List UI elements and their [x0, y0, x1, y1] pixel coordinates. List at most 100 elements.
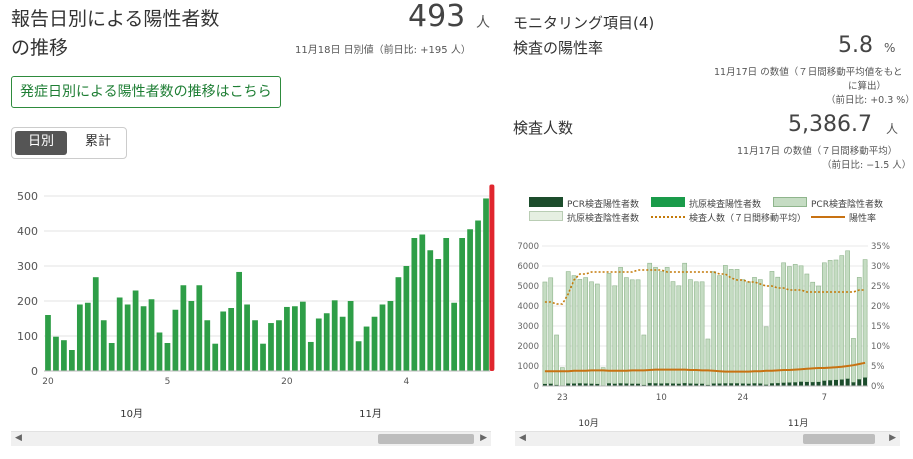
- scroll-right-arrow-icon[interactable]: ▶: [889, 433, 896, 443]
- left-scroll-thumb[interactable]: [378, 434, 474, 444]
- legend-rate-line[interactable]: [811, 216, 845, 218]
- pcr-negative-bar: [612, 285, 618, 385]
- pcr-positive-bar: [804, 382, 809, 386]
- pcr-negative-bar: [699, 281, 705, 385]
- tests-value: 5,386.7: [788, 112, 872, 137]
- bar: [459, 238, 465, 371]
- pcr-positive-bar: [781, 382, 786, 386]
- bar: [116, 297, 123, 371]
- pcr-positive-bar: [624, 383, 629, 386]
- bar: [180, 285, 187, 371]
- y-tick-label: 300: [17, 260, 38, 273]
- x-tick-label: 20: [42, 377, 54, 387]
- bar: [483, 198, 489, 371]
- pcr-negative-bar: [822, 262, 827, 382]
- pcr-positive-bar: [851, 382, 856, 386]
- y-right-tick-label: 0%: [871, 382, 885, 392]
- pcr-negative-bar: [717, 275, 722, 384]
- pcr-negative-bar: [548, 277, 554, 385]
- pcr-positive-bar: [566, 383, 571, 386]
- bar: [100, 320, 107, 371]
- legend-pcr-negative-swatch[interactable]: [773, 197, 807, 207]
- pcr-negative-bar: [571, 275, 577, 384]
- positivity-rate-line: [544, 361, 866, 373]
- bar: [61, 340, 67, 371]
- tests-unit: 人: [886, 122, 899, 136]
- month-label: 11月: [359, 408, 382, 420]
- bar: [204, 320, 211, 371]
- pcr-negative-bar: [641, 334, 647, 386]
- pcr-positive-bar: [589, 383, 594, 386]
- pcr-positive-bar: [799, 381, 804, 386]
- tests-average-line: [544, 269, 866, 305]
- pcr-negative-bar: [653, 267, 658, 384]
- pcr-positive-bar: [833, 380, 839, 386]
- pcr-negative-bar: [629, 279, 635, 385]
- y-left-tick-label: 2000: [517, 342, 539, 352]
- legend-pcr-positive-swatch[interactable]: [529, 197, 563, 207]
- pcr-negative-bar: [577, 279, 583, 384]
- y-left-tick-label: 5000: [517, 282, 539, 292]
- legend-tests-line[interactable]: [651, 216, 685, 218]
- pcr-negative-bar: [554, 334, 559, 386]
- pcr-positive-bar: [548, 383, 553, 386]
- x-tick-label: 24: [737, 393, 748, 403]
- legend-positivity-rate[interactable]: 陽性率: [849, 214, 877, 224]
- pcr-negative-bar: [769, 271, 775, 384]
- y-right-tick-label: 5%: [871, 362, 885, 372]
- scroll-left-arrow-icon[interactable]: ◀: [519, 433, 526, 443]
- pcr-positive-bar: [606, 383, 611, 386]
- bar: [140, 306, 147, 371]
- bar: [347, 301, 354, 371]
- left-date-note: 11月18日 日別値（前日比: +195 人）: [295, 45, 471, 56]
- pcr-negative-bar: [833, 259, 839, 381]
- y-right-tick-label: 35%: [871, 242, 890, 252]
- bar: [156, 332, 163, 371]
- x-tick-label: 7: [822, 393, 827, 403]
- onset-date-chart-link[interactable]: 発症日別による陽性者数の推移はこちら: [11, 76, 281, 108]
- bar: [299, 301, 306, 371]
- pcr-positive-bar: [769, 383, 774, 386]
- pcr-positive-bar: [828, 380, 833, 386]
- legend-pcr-positive[interactable]: PCR検査陽性者数: [567, 200, 639, 210]
- bar: [427, 250, 434, 371]
- left-chart-scrollbar[interactable]: ◀ ▶: [11, 431, 491, 446]
- bar: [292, 306, 298, 371]
- legend-antigen-positive-swatch[interactable]: [651, 197, 685, 207]
- legend-tests-average[interactable]: 検査人数（７日間移動平均）: [689, 214, 807, 224]
- bar: [220, 311, 227, 371]
- pcr-negative-bar: [728, 269, 734, 384]
- pcr-positive-bar: [700, 383, 705, 386]
- y-right-tick-label: 25%: [871, 282, 890, 292]
- legend-pcr-negative[interactable]: PCR検査陰性者数: [811, 200, 883, 210]
- tests-label: 検査人数: [513, 119, 574, 137]
- pcr-positive-bar: [746, 383, 751, 386]
- monitoring-legend: PCR検査陽性者数 抗原検査陽性者数 PCR検査陰性者数 抗原検査陰性者数 検査…: [529, 197, 909, 227]
- bar: [403, 266, 410, 371]
- right-scroll-thumb[interactable]: [803, 434, 875, 444]
- legend-antigen-negative[interactable]: 抗原検査陰性者数: [567, 214, 640, 224]
- pcr-negative-bar: [804, 273, 810, 383]
- pcr-negative-bar: [618, 267, 623, 384]
- pcr-negative-bar: [542, 281, 548, 385]
- right-chart-scrollbar[interactable]: ◀ ▶: [515, 431, 900, 446]
- pcr-negative-bar: [792, 264, 798, 383]
- bar: [124, 304, 131, 371]
- y-tick-label: 200: [17, 295, 38, 308]
- bar: [331, 300, 338, 371]
- pcr-positive-bar: [612, 383, 617, 386]
- daily-toggle-button[interactable]: 日別: [15, 131, 67, 155]
- legend-antigen-negative-swatch[interactable]: [529, 211, 563, 221]
- cumulative-toggle-button[interactable]: 累計: [84, 134, 111, 149]
- y-right-tick-label: 20%: [871, 302, 890, 312]
- legend-antigen-positive[interactable]: 抗原検査陽性者数: [689, 200, 762, 210]
- scroll-left-arrow-icon[interactable]: ◀: [15, 433, 22, 443]
- bar: [188, 301, 195, 371]
- bar: [148, 299, 155, 371]
- pcr-positive-bar: [577, 383, 582, 386]
- pcr-positive-bar: [758, 383, 763, 386]
- scroll-right-arrow-icon[interactable]: ▶: [480, 433, 487, 443]
- tests-note-1: 11月17日 の数値（７日間移動平均）: [737, 146, 898, 157]
- bar: [276, 320, 282, 371]
- pcr-negative-bar: [839, 255, 845, 380]
